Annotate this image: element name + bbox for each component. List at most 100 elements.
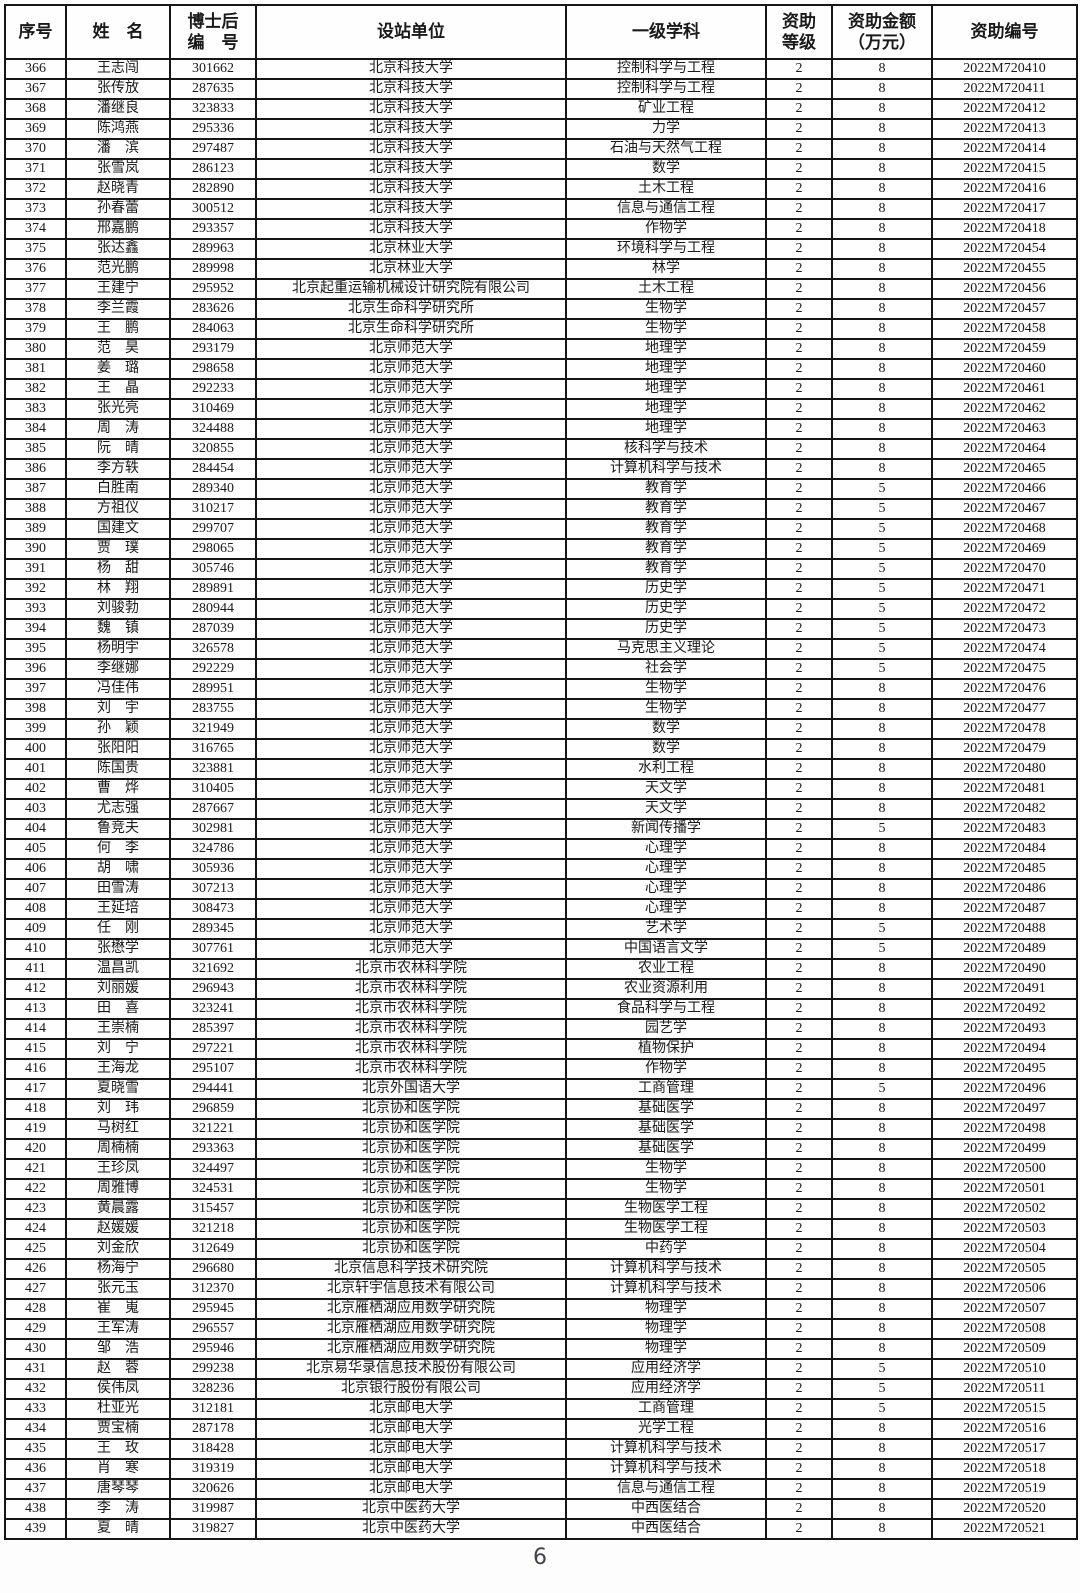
cell-grade: 2 — [765, 1278, 833, 1300]
table-row: 384 周 涛 324488 北京师范大学 地理学 2 8 2022M720463 — [4, 418, 1078, 440]
table-row: 398 刘 宇 283755 北京师范大学 生物学 2 8 2022M720477 — [4, 698, 1078, 720]
cell-postdoc-id: 323241 — [169, 998, 257, 1020]
table-row: 400 张阳阳 316765 北京师范大学 数学 2 8 2022M720479 — [4, 738, 1078, 760]
cell-fund-number: 2022M720476 — [931, 678, 1078, 700]
cell-unit: 北京中医药大学 — [255, 1498, 567, 1520]
cell-serial: 425 — [4, 1238, 67, 1260]
cell-amount: 8 — [831, 398, 933, 420]
table-row: 385 阮 晴 320855 北京师范大学 核科学与技术 2 8 2022M720464 — [4, 438, 1078, 460]
cell-name: 杜亚光 — [65, 1398, 171, 1420]
cell-serial: 376 — [4, 258, 67, 280]
cell-discipline: 控制科学与工程 — [565, 58, 767, 80]
cell-postdoc-id: 312370 — [169, 1278, 257, 1300]
cell-name: 林 翔 — [65, 578, 171, 600]
cell-discipline: 生物学 — [565, 318, 767, 340]
cell-postdoc-id: 296859 — [169, 1098, 257, 1120]
cell-fund-number: 2022M720469 — [931, 538, 1078, 560]
cell-discipline: 计算机科学与技术 — [565, 458, 767, 480]
cell-discipline: 心理学 — [565, 858, 767, 880]
table-row: 394 魏 镇 287039 北京师范大学 历史学 2 5 2022M720473 — [4, 618, 1078, 640]
cell-postdoc-id: 320855 — [169, 438, 257, 460]
cell-unit: 北京信息科学技术研究院 — [255, 1258, 567, 1280]
cell-serial: 426 — [4, 1258, 67, 1280]
cell-serial: 372 — [4, 178, 67, 200]
cell-discipline: 作物学 — [565, 1058, 767, 1080]
cell-amount: 8 — [831, 218, 933, 240]
cell-discipline: 天文学 — [565, 778, 767, 800]
cell-serial: 393 — [4, 598, 67, 620]
cell-amount: 8 — [831, 1158, 933, 1180]
cell-discipline: 教育学 — [565, 558, 767, 580]
cell-amount: 8 — [831, 718, 933, 740]
cell-discipline: 环境科学与工程 — [565, 238, 767, 260]
cell-amount: 5 — [831, 638, 933, 660]
cell-serial: 377 — [4, 278, 67, 300]
cell-postdoc-id: 308473 — [169, 898, 257, 920]
cell-unit: 北京市农林科学院 — [255, 978, 567, 1000]
cell-name: 刘丽媛 — [65, 978, 171, 1000]
cell-grade: 2 — [765, 158, 833, 180]
cell-fund-number: 2022M720509 — [931, 1338, 1078, 1360]
table-row: 412 刘丽媛 296943 北京市农林科学院 农业资源利用 2 8 2022M720491 — [4, 978, 1078, 1000]
cell-grade: 2 — [765, 238, 833, 260]
table-row: 426 杨海宁 296680 北京信息科学技术研究院 计算机科学与技术 2 8 2022M72… — [4, 1258, 1078, 1280]
cell-postdoc-id: 293363 — [169, 1138, 257, 1160]
cell-postdoc-id: 289951 — [169, 678, 257, 700]
cell-unit: 北京师范大学 — [255, 938, 567, 960]
cell-postdoc-id: 321692 — [169, 958, 257, 980]
cell-fund-number: 2022M720458 — [931, 318, 1078, 340]
cell-serial: 371 — [4, 158, 67, 180]
cell-discipline: 农业资源利用 — [565, 978, 767, 1000]
cell-name: 陈国贵 — [65, 758, 171, 780]
cell-postdoc-id: 289891 — [169, 578, 257, 600]
cell-fund-number: 2022M720482 — [931, 798, 1078, 820]
cell-grade: 2 — [765, 118, 833, 140]
cell-postdoc-id: 319987 — [169, 1498, 257, 1520]
cell-name: 刘 宇 — [65, 698, 171, 720]
cell-unit: 北京科技大学 — [255, 138, 567, 160]
cell-serial: 419 — [4, 1118, 67, 1140]
cell-amount: 8 — [831, 1438, 933, 1460]
cell-serial: 430 — [4, 1338, 67, 1360]
cell-postdoc-id: 301662 — [169, 58, 257, 80]
cell-postdoc-id: 283626 — [169, 298, 257, 320]
cell-name: 田雪涛 — [65, 878, 171, 900]
cell-amount: 8 — [831, 1178, 933, 1200]
cell-grade: 2 — [765, 638, 833, 660]
cell-name: 李 涛 — [65, 1498, 171, 1520]
cell-grade: 2 — [765, 258, 833, 280]
cell-fund-number: 2022M720455 — [931, 258, 1078, 280]
cell-unit: 北京师范大学 — [255, 878, 567, 900]
cell-discipline: 应用经济学 — [565, 1358, 767, 1380]
cell-postdoc-id: 328236 — [169, 1378, 257, 1400]
cell-unit: 北京师范大学 — [255, 478, 567, 500]
cell-grade: 2 — [765, 618, 833, 640]
cell-serial: 397 — [4, 678, 67, 700]
cell-discipline: 基础医学 — [565, 1138, 767, 1160]
table-row: 433 杜亚光 312181 北京邮电大学 工商管理 2 5 2022M720515 — [4, 1398, 1078, 1420]
cell-discipline: 工商管理 — [565, 1398, 767, 1420]
cell-unit: 北京师范大学 — [255, 718, 567, 740]
cell-postdoc-id: 321949 — [169, 718, 257, 740]
cell-unit: 北京起重运输机械设计研究院有限公司 — [255, 278, 567, 300]
cell-serial: 422 — [4, 1178, 67, 1200]
cell-unit: 北京市农林科学院 — [255, 998, 567, 1020]
table-row: 421 王珍凤 324497 北京协和医学院 生物学 2 8 2022M720500 — [4, 1158, 1078, 1180]
cell-unit: 北京协和医学院 — [255, 1218, 567, 1240]
cell-fund-number: 2022M720518 — [931, 1458, 1078, 1480]
cell-grade: 2 — [765, 1078, 833, 1100]
cell-fund-number: 2022M720515 — [931, 1398, 1078, 1420]
cell-serial: 375 — [4, 238, 67, 260]
table-row: 381 姜 璐 298658 北京师范大学 地理学 2 8 2022M720460 — [4, 358, 1078, 380]
header-amount-line2: （万元） — [848, 33, 916, 52]
cell-unit: 北京市农林科学院 — [255, 1058, 567, 1080]
table-row: 371 张雪岚 286123 北京科技大学 数学 2 8 2022M720415 — [4, 158, 1078, 180]
cell-serial: 394 — [4, 618, 67, 640]
cell-unit: 北京银行股份有限公司 — [255, 1378, 567, 1400]
cell-discipline: 食品科学与工程 — [565, 998, 767, 1020]
cell-discipline: 历史学 — [565, 598, 767, 620]
table-row: 370 潘 滨 297487 北京科技大学 石油与天然气工程 2 8 2022M720414 — [4, 138, 1078, 160]
cell-amount: 5 — [831, 578, 933, 600]
cell-unit: 北京雁栖湖应用数学研究院 — [255, 1298, 567, 1320]
cell-grade: 2 — [765, 978, 833, 1000]
